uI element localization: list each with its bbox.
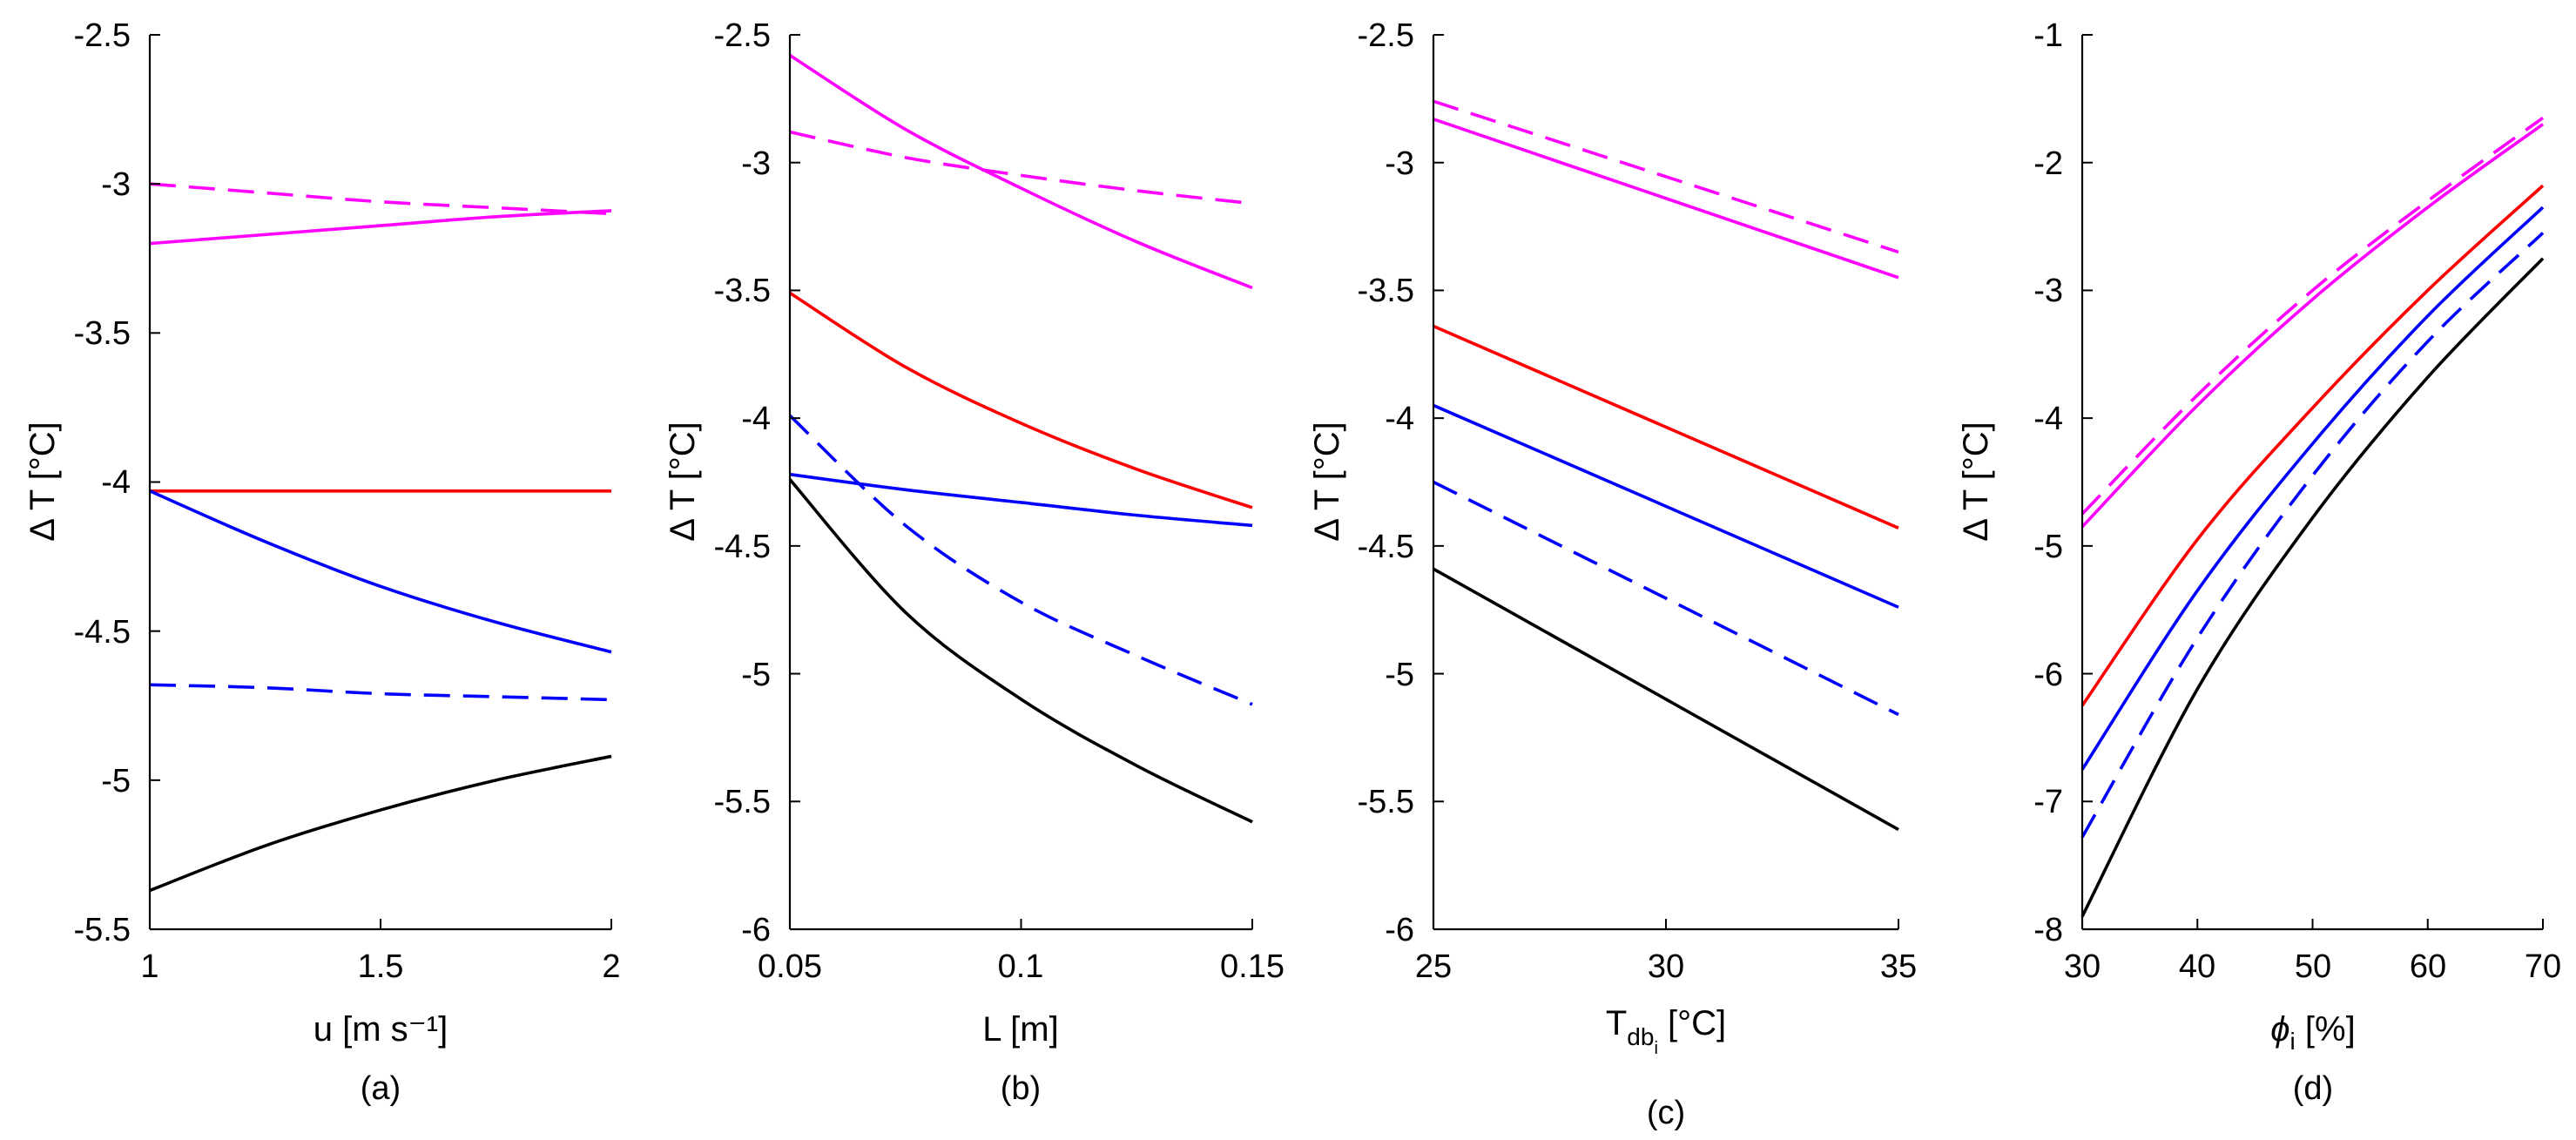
plot-lines-b [788, 53, 1253, 824]
series-line-black-solid [788, 478, 1253, 824]
y-tick-label: -4 [2033, 401, 2063, 437]
y-tick-label: -3 [1385, 145, 1414, 182]
series-line-magenta-solid [149, 209, 612, 246]
panel-label-a: (a) [361, 1070, 401, 1107]
y-tick-label: -4 [1385, 401, 1414, 437]
y-tick-label: -2.5 [1358, 17, 1414, 54]
x-axis-label-unit: [%] [2296, 1010, 2356, 1049]
y-tick-label: -4.5 [714, 529, 771, 565]
panel-d: -1 -2 -3 -4 -5 -6 -7 -8 30 40 50 60 70 Δ… [1957, 17, 2561, 1107]
series-line-magenta-solid [2080, 123, 2545, 529]
y-tick-label: -6 [2033, 657, 2063, 693]
x-axis-label-d: ϕi [%] [2270, 1010, 2355, 1055]
y-tick-label: -3.5 [714, 273, 771, 309]
plot-lines-c [1433, 99, 1899, 832]
series-line-magenta-solid [789, 53, 1253, 290]
y-axis-label-b: Δ T [°C] [664, 422, 702, 542]
series-line-magenta-solid [1433, 118, 1899, 280]
y-tick-label: -4.5 [1358, 529, 1414, 565]
y-axis-label-c: Δ T [°C] [1308, 422, 1346, 542]
x-tick-label: 60 [2410, 948, 2446, 985]
y-tick-label: -3.5 [1358, 273, 1414, 309]
panel-c: -2.5 -3 -3.5 -4 -4.5 -5 -5.5 -6 25 30 35… [1308, 17, 1917, 1131]
x-axis-label-unit: [°C] [1658, 1004, 1726, 1042]
plot-lines-a [149, 182, 612, 893]
series-line-blue-solid [1433, 403, 1899, 609]
series-line-blue-dashed [788, 414, 1253, 706]
tick-marks-a [149, 34, 612, 930]
series-line-red-solid [789, 291, 1253, 509]
y-tick-label: -2.5 [714, 17, 771, 54]
x-tick-label: 25 [1415, 948, 1452, 985]
y-tick-label: -5 [741, 657, 771, 693]
series-line-blue-dashed [2080, 232, 2545, 839]
x-axis-label-b: L [m] [982, 1010, 1058, 1049]
series-line-blue-dashed [1433, 480, 1899, 717]
y-tick-label: -6 [741, 912, 771, 948]
x-tick-label: 30 [1648, 948, 1684, 985]
x-tick-label: 0.1 [998, 948, 1044, 985]
series-line-magenta-dashed [1433, 99, 1899, 254]
y-tick-label: -6 [1385, 912, 1414, 948]
y-tick-label: -5.5 [714, 784, 771, 820]
x-axis-label-main: T [1606, 1004, 1627, 1042]
x-axis-label-subsub: i [1654, 1039, 1657, 1058]
x-tick-label: 50 [2295, 948, 2331, 985]
series-line-black-solid [1433, 567, 1899, 832]
y-tick-label: -4.5 [74, 614, 131, 651]
y-axis-label-d: Δ T [°C] [1957, 422, 1995, 542]
y-axis-label-a: Δ T [°C] [24, 422, 62, 542]
series-line-black-solid [2080, 257, 2545, 918]
x-tick-label: 1 [140, 948, 158, 985]
x-tick-label: 1.5 [358, 948, 404, 985]
x-axis-label-main: ϕ [2270, 1010, 2289, 1049]
x-tick-label: 30 [2064, 948, 2101, 985]
series-line-black-solid [149, 754, 612, 893]
series-line-blue-solid [149, 489, 612, 654]
y-tick-label: -5.5 [1358, 784, 1414, 820]
x-axis-label-sub: db [1627, 1023, 1654, 1050]
series-line-red-solid [1433, 324, 1899, 530]
y-tick-label: -2 [2033, 145, 2063, 182]
x-tick-label: 2 [602, 948, 620, 985]
series-line-magenta-dashed [2080, 116, 2545, 516]
y-tick-label: -1 [2033, 17, 2063, 54]
panel-label-d: (d) [2293, 1070, 2333, 1107]
panel-label-b: (b) [1001, 1070, 1041, 1107]
y-tick-label: -4 [741, 401, 771, 437]
x-tick-label: 35 [1880, 948, 1917, 985]
panel-a: -2.5 -3 -3.5 -4 -4.5 -5 -5.5 1 1.5 2 Δ T… [24, 17, 621, 1107]
y-tick-label: -5 [101, 763, 131, 799]
x-tick-label: 0.15 [1220, 948, 1285, 985]
series-line-red-solid [2080, 184, 2545, 707]
x-tick-label: 0.05 [758, 948, 822, 985]
panel-label-c: (c) [1647, 1095, 1685, 1131]
tick-marks-c [1433, 34, 1899, 930]
x-axis-label-c: Tdbi [°C] [1606, 1004, 1726, 1058]
x-axis-label-sub: i [2290, 1028, 2296, 1055]
y-tick-label: -3 [2033, 273, 2063, 309]
y-tick-label: -5 [2033, 529, 2063, 565]
series-line-magenta-dashed [789, 130, 1253, 206]
y-tick-label: -5 [1385, 657, 1414, 693]
y-tick-label: -7 [2033, 784, 2063, 820]
x-tick-label: 70 [2525, 948, 2561, 985]
x-tick-label: 40 [2179, 948, 2215, 985]
series-line-blue-solid [789, 472, 1253, 528]
series-line-blue-solid [2080, 206, 2545, 771]
panel-b: -2.5 -3 -3.5 -4 -4.5 -5 -5.5 -6 0.05 0.1… [664, 17, 1285, 1107]
y-tick-label: -4 [101, 464, 131, 501]
x-axis-label-a: u [m s⁻¹] [314, 1010, 448, 1049]
plot-lines-d [2080, 116, 2545, 918]
series-line-blue-dashed [149, 683, 612, 702]
y-tick-label: -3 [741, 145, 771, 182]
y-tick-label: -5.5 [74, 912, 131, 948]
series-line-magenta-dashed [149, 182, 612, 216]
y-tick-label: -8 [2033, 912, 2063, 948]
y-tick-label: -3 [101, 166, 131, 203]
y-tick-label: -3.5 [74, 315, 131, 352]
y-tick-label: -2.5 [74, 17, 131, 54]
